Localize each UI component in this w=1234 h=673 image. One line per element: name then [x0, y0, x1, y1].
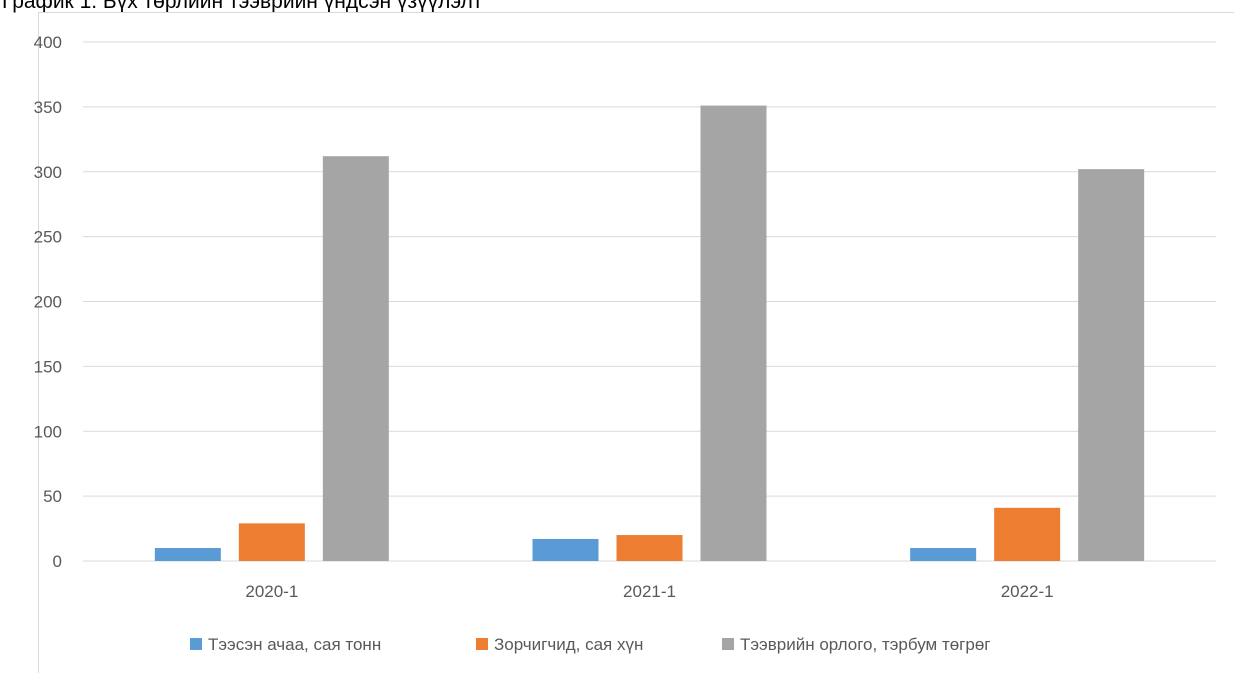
y-tick-label: 350	[34, 98, 62, 117]
bar-2022-1-series-2	[1078, 169, 1145, 561]
x-axis-ticks: 2020-1 2021-1 2022-1	[245, 582, 1053, 601]
legend-label: Зорчигчид, сая хүн	[494, 635, 643, 654]
x-tick-label: 2021-1	[623, 582, 676, 601]
legend-swatch	[722, 638, 734, 650]
y-tick-label: 300	[34, 163, 62, 182]
legend-entry: Зорчигчид, сая хүн	[476, 635, 643, 654]
bar-2022-1-series-1	[994, 507, 1061, 561]
y-tick-label: 0	[53, 552, 62, 571]
bar-2021-1-series-2	[700, 105, 767, 561]
chart-title: График 1. Бүх төрлийн тээврийн үндсэн үз…	[2, 0, 483, 13]
y-tick-label: 200	[34, 293, 62, 312]
legend: Тээсэн ачаа, сая тонн Зорчигчид, сая хүн Т…	[190, 635, 991, 654]
bar-2021-1-series-1	[616, 535, 683, 561]
bars	[154, 105, 1145, 561]
x-tick-label: 2020-1	[245, 582, 298, 601]
y-tick-label: 250	[34, 228, 62, 247]
chart-frame	[38, 12, 1234, 673]
bar-2022-1-series-0	[910, 548, 977, 561]
legend-label: Тээврийн орлого, тэрбум төгрөг	[740, 635, 991, 654]
y-axis-ticks: 0 50 100 150 200 250 300 350 400	[34, 33, 62, 571]
y-tick-label: 400	[34, 33, 62, 52]
legend-entry: Тээврийн орлого, тэрбум төгрөг	[722, 635, 991, 654]
bar-2020-1-series-1	[238, 523, 305, 561]
y-tick-label: 100	[34, 422, 62, 441]
bar-2020-1-series-0	[154, 548, 221, 561]
grid-lines	[83, 41, 1216, 562]
bar-2020-1-series-2	[322, 156, 389, 561]
legend-swatch	[190, 638, 202, 650]
x-tick-label: 2022-1	[1001, 582, 1054, 601]
legend-entry: Тээсэн ачаа, сая тонн	[190, 635, 381, 654]
y-tick-label: 50	[43, 487, 62, 506]
y-tick-label: 150	[34, 357, 62, 376]
bar-2021-1-series-0	[532, 538, 599, 561]
legend-label: Тээсэн ачаа, сая тонн	[208, 635, 381, 654]
legend-swatch	[476, 638, 488, 650]
